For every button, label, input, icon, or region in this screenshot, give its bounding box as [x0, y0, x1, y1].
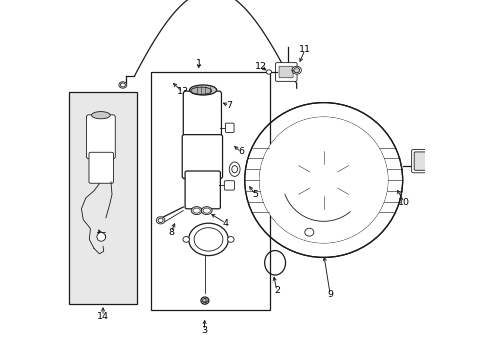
Ellipse shape	[293, 68, 299, 73]
Ellipse shape	[231, 166, 237, 173]
Text: 3: 3	[201, 326, 207, 335]
Text: 6: 6	[238, 148, 244, 156]
Bar	[151, 72, 269, 310]
Text: MAX: MAX	[194, 129, 204, 134]
Ellipse shape	[291, 66, 301, 74]
Text: 8: 8	[168, 228, 174, 237]
Text: 10: 10	[398, 198, 409, 207]
Text: 5: 5	[252, 190, 258, 199]
Ellipse shape	[156, 217, 164, 224]
FancyBboxPatch shape	[411, 149, 428, 173]
Bar	[69, 92, 137, 304]
Ellipse shape	[194, 228, 223, 251]
Ellipse shape	[193, 208, 200, 213]
Ellipse shape	[201, 297, 208, 304]
Ellipse shape	[183, 237, 189, 242]
FancyBboxPatch shape	[275, 63, 296, 81]
Text: MIN: MIN	[194, 134, 204, 139]
Ellipse shape	[119, 82, 126, 88]
Text: 14: 14	[97, 311, 109, 320]
FancyBboxPatch shape	[183, 91, 221, 143]
FancyBboxPatch shape	[279, 66, 292, 78]
FancyBboxPatch shape	[182, 135, 222, 179]
Ellipse shape	[188, 223, 228, 256]
Text: 2: 2	[273, 287, 279, 295]
Ellipse shape	[191, 207, 202, 215]
Text: 13: 13	[176, 87, 188, 96]
Circle shape	[97, 233, 105, 241]
Ellipse shape	[229, 162, 240, 176]
Text: 1: 1	[195, 58, 202, 68]
Ellipse shape	[203, 208, 210, 213]
Ellipse shape	[266, 70, 271, 74]
Text: 11: 11	[298, 45, 310, 54]
Ellipse shape	[259, 117, 387, 243]
Text: 7: 7	[226, 102, 232, 110]
FancyBboxPatch shape	[413, 152, 426, 170]
Text: 4: 4	[223, 219, 228, 228]
Ellipse shape	[91, 112, 110, 119]
Text: 12: 12	[254, 62, 266, 71]
Text: 15: 15	[96, 233, 108, 241]
Ellipse shape	[190, 87, 211, 94]
Ellipse shape	[202, 298, 207, 303]
FancyBboxPatch shape	[224, 181, 234, 190]
FancyBboxPatch shape	[225, 123, 234, 132]
FancyBboxPatch shape	[89, 152, 113, 183]
Ellipse shape	[158, 218, 163, 222]
Ellipse shape	[201, 207, 212, 215]
Ellipse shape	[189, 85, 216, 95]
Ellipse shape	[304, 228, 313, 236]
Ellipse shape	[227, 237, 234, 242]
Text: 9: 9	[326, 290, 332, 299]
FancyBboxPatch shape	[86, 115, 115, 159]
FancyBboxPatch shape	[185, 171, 220, 209]
Ellipse shape	[120, 83, 125, 87]
